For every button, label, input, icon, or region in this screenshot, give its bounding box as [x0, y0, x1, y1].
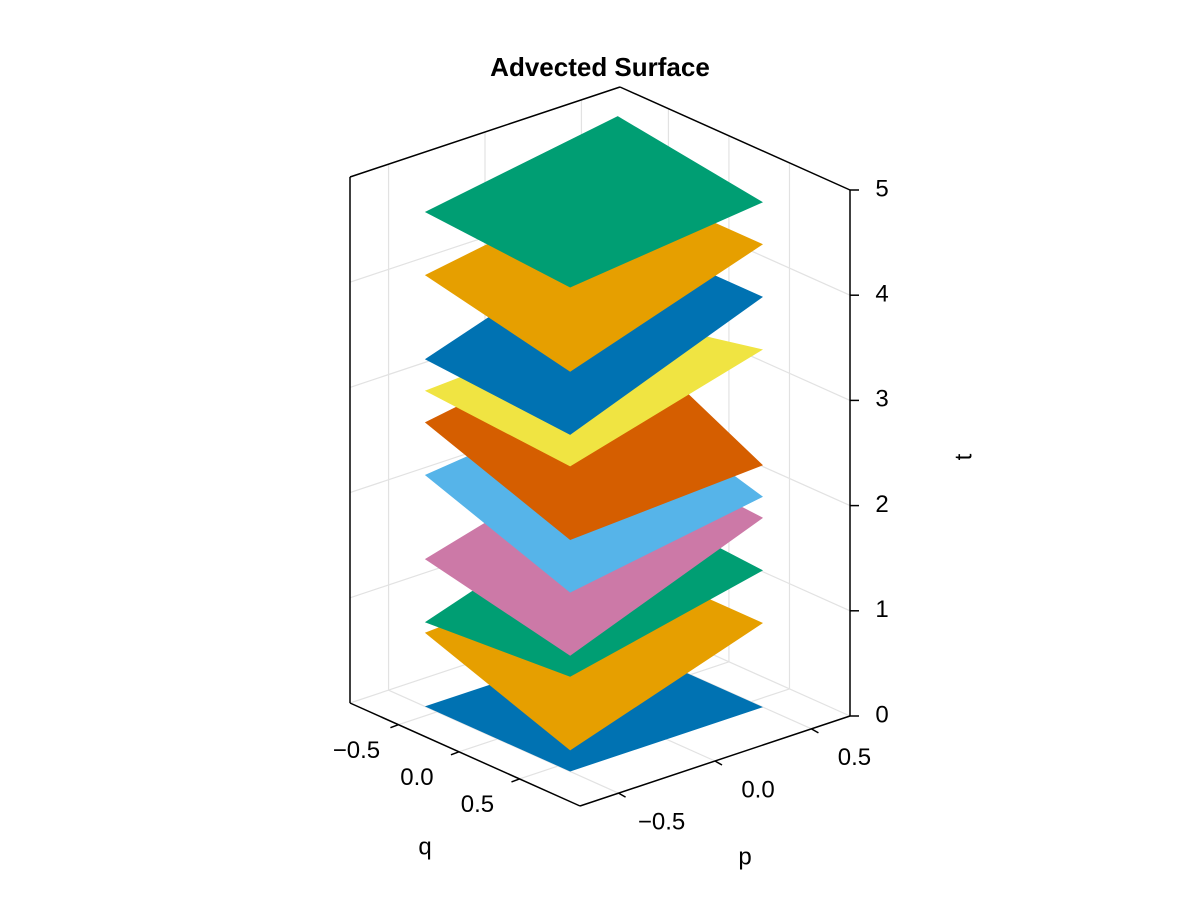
tick-mark — [714, 760, 723, 766]
t-tick-label: 5 — [875, 175, 888, 202]
tick-mark — [618, 792, 626, 798]
tick-mark — [450, 751, 460, 756]
p-axis-label: p — [738, 843, 751, 870]
t-tick-label: 2 — [875, 491, 888, 518]
p-tick-label: 0.0 — [741, 776, 774, 803]
t-tick-label: 4 — [875, 281, 888, 308]
t-tick-label: 3 — [875, 386, 888, 413]
t-axis-label: t — [950, 453, 977, 460]
surface — [424, 116, 764, 288]
chart-title: Advected Surface — [490, 52, 710, 82]
surfaces — [424, 116, 764, 772]
t-tick-label: 0 — [875, 701, 888, 728]
tick-mark — [811, 728, 819, 734]
p-tick-label: −0.5 — [638, 808, 685, 835]
axis-line — [349, 86, 621, 178]
tick-mark — [390, 723, 399, 729]
grid-line — [388, 689, 619, 794]
q-tick-label: 0.5 — [461, 791, 494, 818]
q-tick-label: 0.0 — [400, 764, 433, 791]
t-tick-label: 1 — [875, 596, 888, 623]
q-tick-label: −0.5 — [333, 737, 380, 764]
tick-mark — [511, 778, 520, 783]
axes: 0 1 2 3 4 5 −0.5 0.0 0.5 −0.5 0.0 0.5 q p t — [333, 175, 978, 870]
q-axis-label: q — [418, 833, 431, 860]
axis-line — [619, 86, 851, 191]
axis-line — [349, 702, 581, 807]
p-tick-label: 0.5 — [838, 744, 871, 771]
